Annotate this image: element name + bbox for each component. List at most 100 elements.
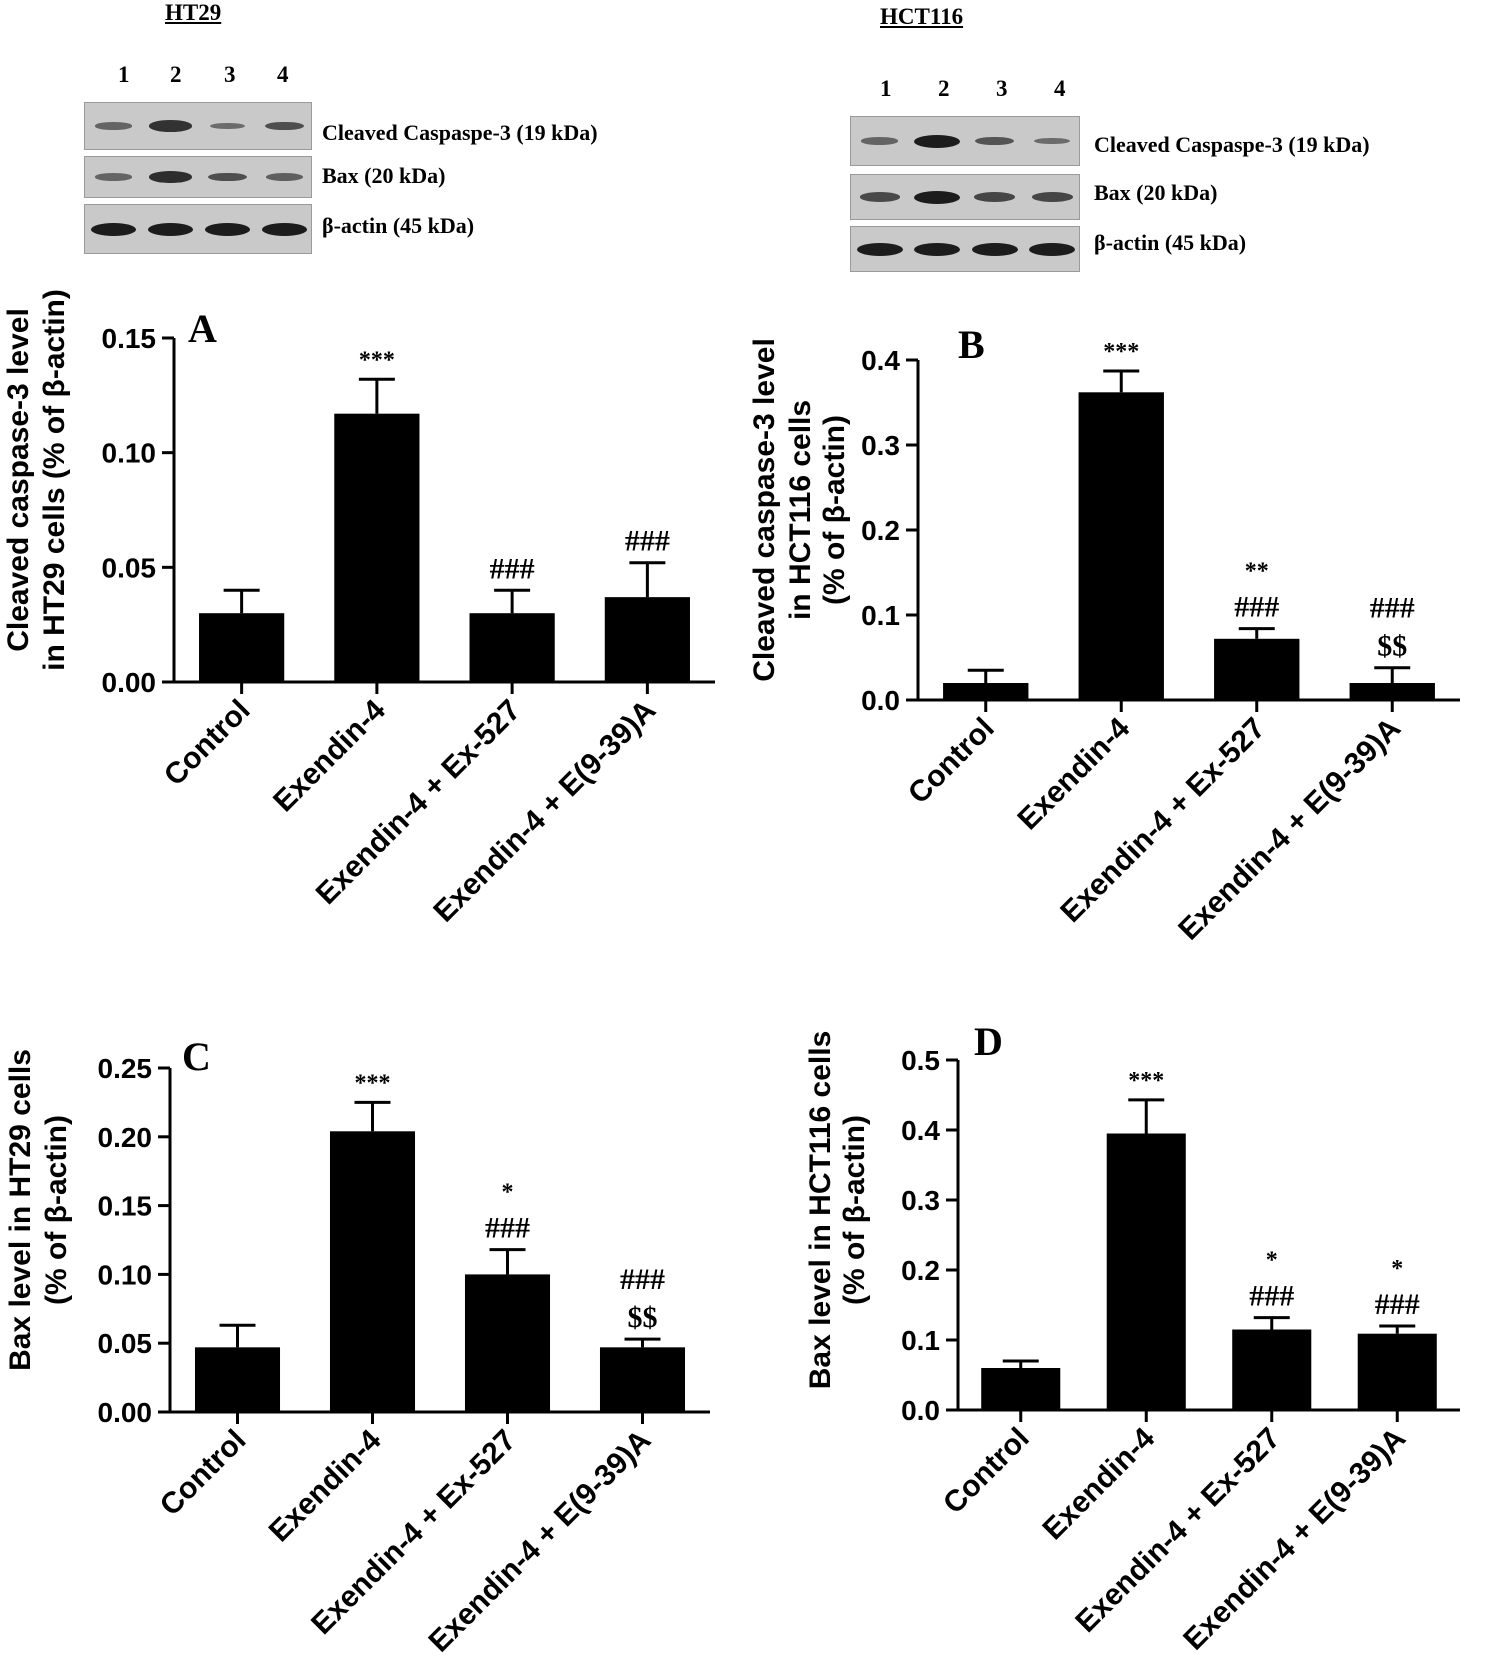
blot-band xyxy=(1029,242,1076,256)
lane-number: 1 xyxy=(118,62,130,87)
chart-panel-c: 0.00 0.05 0.10 0.15 0.20 0.25 C Bax level in HT… xyxy=(4,1034,710,1659)
lane-number: 1 xyxy=(880,76,892,101)
significance-annotation: ### xyxy=(1375,1288,1420,1321)
blot-strip xyxy=(84,204,312,254)
blot-strip xyxy=(850,174,1080,220)
significance-annotation: *** xyxy=(359,347,395,373)
bar xyxy=(1214,638,1300,700)
blot-band xyxy=(209,122,246,130)
y-axis-label: Cleaved caspase-3 level xyxy=(748,338,781,682)
lane-number: 4 xyxy=(1054,76,1066,101)
significance-annotation: ### xyxy=(1249,1280,1294,1313)
y-axis-label: in HCT116 cells xyxy=(784,400,817,620)
y-tick-label: 0.4 xyxy=(901,1115,940,1146)
y-tick-label: 0.05 xyxy=(102,552,157,583)
y-tick-label: 0.15 xyxy=(102,323,157,354)
blot-strip-label: Cleaved Caspaspe-3 (19 kDa) xyxy=(1094,132,1370,157)
blot-band xyxy=(149,120,192,132)
lane-number: 2 xyxy=(938,76,950,101)
lane-number: 3 xyxy=(224,62,236,87)
significance-annotation: ### xyxy=(490,552,535,585)
bar xyxy=(194,1347,281,1412)
blot-band xyxy=(95,173,132,181)
bar xyxy=(599,1347,686,1412)
blot-strip xyxy=(850,116,1080,166)
blot-strip xyxy=(84,156,312,198)
bar xyxy=(604,597,690,682)
panel-label: A xyxy=(188,306,217,351)
bar xyxy=(1078,392,1164,700)
blot-strip xyxy=(850,226,1080,272)
y-tick-label: 0.25 xyxy=(98,1053,153,1084)
y-tick-label: 0.3 xyxy=(861,430,900,461)
blot-band xyxy=(975,136,1015,146)
y-tick-label: 0.20 xyxy=(98,1122,153,1153)
blot-band xyxy=(95,122,132,130)
significance-annotation: ### xyxy=(625,525,670,558)
blot-title: HCT116 xyxy=(880,4,964,29)
significance-annotation: ### xyxy=(1234,591,1279,624)
y-tick-label: 0.2 xyxy=(861,515,900,546)
y-axis-label: (% of β-actin) xyxy=(838,1115,871,1305)
y-tick-label: 0.15 xyxy=(98,1191,153,1222)
chart-panel-b: 0.0 0.1 0.2 0.3 0.4 B Cleaved caspase-3 level i… xyxy=(748,322,1460,947)
blot-strip-label: Bax (20 kDa) xyxy=(1094,180,1218,205)
y-tick-label: 0.5 xyxy=(901,1045,940,1076)
blot-band xyxy=(856,242,903,256)
significance-annotation: *** xyxy=(1128,1068,1164,1094)
y-axis-label: (% of β-actin) xyxy=(818,415,851,605)
bar xyxy=(943,683,1029,700)
bar xyxy=(1357,1333,1437,1410)
significance-annotation: * xyxy=(502,1180,514,1206)
y-axis-label: Bax level in HT29 cells xyxy=(4,1049,37,1371)
bar xyxy=(469,613,555,682)
panel-label: B xyxy=(958,322,985,367)
panel-label: D xyxy=(974,1019,1003,1064)
bar xyxy=(1106,1133,1186,1410)
x-category-label: Exendin-4 + E(9-39)A xyxy=(427,694,662,929)
bar xyxy=(1349,683,1435,700)
lane-number: 2 xyxy=(170,62,182,87)
blot-band xyxy=(1034,137,1071,145)
bar xyxy=(464,1274,551,1412)
significance-annotation: * xyxy=(1391,1256,1403,1282)
significance-annotation: ### xyxy=(1370,592,1415,625)
x-category-label: Exendin-4 + E(9-39)A xyxy=(1177,1422,1412,1657)
panel-label: C xyxy=(182,1034,211,1079)
bar xyxy=(334,413,420,682)
y-axis-label: (% of β-actin) xyxy=(40,1115,73,1305)
y-tick-label: 0.2 xyxy=(901,1255,940,1286)
y-tick-label: 0.00 xyxy=(102,667,157,698)
x-category-label: Exendin-4 + Ex-527 xyxy=(1069,1422,1286,1639)
x-category-label: Control xyxy=(154,1424,253,1523)
lane-number: 3 xyxy=(996,76,1008,101)
y-tick-label: 0.1 xyxy=(861,600,900,631)
blot-band xyxy=(90,222,137,236)
blot-band xyxy=(914,190,961,204)
y-axis-label: in HT29 cells (% of β-actin) xyxy=(38,289,71,671)
x-category-label: Exendin-4 xyxy=(267,693,392,818)
x-category-label: Exendin-4 xyxy=(1036,1421,1161,1546)
blot-title: HT29 xyxy=(165,0,222,25)
blot-band xyxy=(859,192,900,202)
blot-band xyxy=(147,222,194,236)
bar xyxy=(981,1368,1061,1410)
y-tick-label: 0.3 xyxy=(901,1185,940,1216)
x-category-label: Control xyxy=(902,712,1001,811)
blot-band xyxy=(261,222,308,236)
significance-annotation: ### xyxy=(620,1263,665,1296)
bar xyxy=(199,613,285,682)
y-tick-label: 0.1 xyxy=(901,1325,940,1356)
significance-annotation: *** xyxy=(355,1070,391,1096)
blot-band xyxy=(974,192,1016,202)
blot-strip-label: β-actin (45 kDa) xyxy=(1094,230,1247,255)
blot-band xyxy=(264,121,305,131)
x-category-label: Exendin-4 + E(9-39)A xyxy=(423,1424,658,1659)
blot-band xyxy=(204,222,251,236)
blot-band xyxy=(914,134,961,148)
blot-strip-label: Cleaved Caspaspe-3 (19 kDa) xyxy=(322,120,598,145)
y-tick-label: 0.00 xyxy=(98,1397,153,1428)
significance-annotation: ** xyxy=(1245,559,1269,585)
significance-annotation: *** xyxy=(1103,339,1139,365)
significance-annotation: * xyxy=(1266,1248,1278,1274)
